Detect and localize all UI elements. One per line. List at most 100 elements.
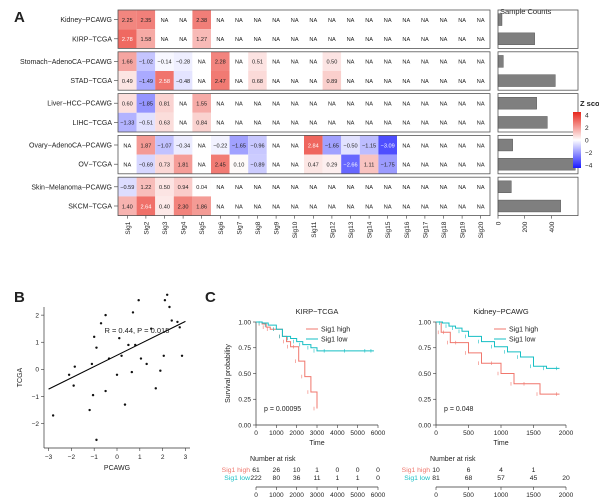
- km-kidney-legend-label: Sig1 low: [509, 337, 536, 344]
- heatmap-cell-value: NA: [216, 18, 224, 24]
- heatmap-col-label: Sig9: [274, 221, 281, 234]
- heatmap-cell-value: 0.73: [159, 163, 170, 169]
- heatmap-cell: [173, 29, 193, 49]
- heatmap-cell: [322, 112, 342, 132]
- heatmap-cell-value: 1.66: [122, 60, 133, 66]
- heatmap-cell-value: NA: [254, 204, 262, 210]
- heatmap-cell: [173, 177, 193, 197]
- km-kidney-risk-value: 68: [465, 475, 473, 482]
- scatter-point: [95, 438, 98, 442]
- heatmap-cell-value: 2.28: [215, 60, 226, 66]
- heatmap-cell: [415, 51, 435, 71]
- heatmap-cell: [434, 112, 453, 132]
- heatmap-cell: [118, 154, 137, 174]
- scatter-point: [130, 370, 134, 374]
- heatmap-col-label: Sig7: [236, 221, 243, 234]
- zscore-legend-tick: −4: [585, 162, 593, 169]
- heatmap-cell: [471, 93, 490, 113]
- counts-tick-label: 0: [496, 221, 503, 225]
- heatmap-cell: [211, 71, 230, 91]
- heatmap-row-label: Ovary−AdenoCA−PCAWG: [29, 143, 112, 150]
- km-kidney-risk-row-label: Sig1 high: [402, 467, 431, 474]
- heatmap-cell-value: 0.40: [159, 204, 170, 210]
- heatmap-cell: [341, 196, 360, 216]
- km-kidney-risk-title: Number at risk: [430, 456, 476, 463]
- heatmap-cell: [229, 71, 249, 91]
- heatmap-group-border: [117, 176, 491, 216]
- heatmap-cell-value: 2.64: [140, 204, 151, 210]
- km-kidney-title: Kidney−PCAWG: [473, 307, 529, 316]
- heatmap-cell: [322, 10, 342, 30]
- heatmap-cell: [434, 177, 453, 197]
- heatmap-cell-value: 1.87: [140, 143, 151, 149]
- scatter-point: [88, 408, 91, 412]
- heatmap-cell: [471, 154, 490, 174]
- heatmap-cell: [248, 93, 267, 113]
- km-kidney-x-tick-label: 1500: [526, 430, 541, 437]
- heatmap-cell-value: NA: [421, 204, 429, 210]
- heatmap-cell: [118, 196, 137, 216]
- heatmap-cell-value: NA: [365, 37, 373, 43]
- heatmap-row-label: KIRP−TCGA: [72, 36, 112, 43]
- heatmap-cell-value: NA: [328, 18, 336, 24]
- heatmap-cell-value: −1.65: [232, 143, 246, 149]
- km-kidney-x-label: Time: [493, 440, 508, 447]
- heatmap-row-label: Skin−Melanoma−PCAWG: [31, 184, 112, 191]
- heatmap-col-label: Sig13: [348, 221, 355, 238]
- heatmap-row-label: Liver−HCC−PCAWG: [47, 101, 112, 108]
- heatmap-cell-value: 2.45: [215, 163, 226, 169]
- heatmap-cell: [359, 93, 379, 113]
- counts-bar: [497, 116, 548, 129]
- heatmap-cell-value: NA: [458, 60, 466, 66]
- heatmap-cell: [192, 29, 211, 49]
- km-kidney-pvalue: p = 0.048: [444, 406, 473, 413]
- heatmap-cell-value: 0.29: [326, 163, 337, 169]
- heatmap-cell: [173, 112, 193, 132]
- heatmap-cell: [359, 135, 379, 155]
- scatter-point: [145, 362, 148, 366]
- km-kidney-risk-tick-label: 1000: [494, 492, 509, 499]
- counts-tick-label: 400: [549, 221, 556, 232]
- scatter-point: [120, 354, 123, 358]
- heatmap-group-border: [117, 134, 491, 175]
- heatmap-cell: [304, 93, 323, 113]
- heatmap-cell: [285, 177, 304, 197]
- km-kidney-y-tick-label: 0.25: [418, 397, 431, 404]
- heatmap-col-label: Sig17: [422, 221, 429, 238]
- heatmap-cell: [173, 93, 193, 113]
- heatmap-cell-value: NA: [384, 18, 392, 24]
- counts-group-border: [497, 9, 579, 49]
- heatmap-cell: [322, 71, 342, 91]
- heatmap-cell: [378, 177, 397, 197]
- heatmap-cell-value: NA: [458, 121, 466, 127]
- heatmap-col-label: Sig5: [199, 221, 206, 234]
- heatmap-cell: [359, 10, 379, 30]
- heatmap-cell: [211, 196, 230, 216]
- heatmap-cell: [452, 135, 472, 155]
- km-kidney-legend-label: Sig1 high: [509, 327, 538, 334]
- heatmap-cell: [359, 112, 379, 132]
- heatmap-cell-value: NA: [402, 60, 410, 66]
- heatmap-cell: [452, 10, 472, 30]
- scatter-point: [99, 322, 103, 325]
- heatmap-cell: [341, 29, 360, 49]
- heatmap-cell: [359, 196, 379, 216]
- km-kirp-x-tick-label: 2000: [289, 430, 304, 437]
- km-kirp-y-label: Survival probability: [225, 344, 232, 403]
- km-kirp-y-tick-label: 0.50: [238, 371, 251, 378]
- heatmap-cell-value: 2.30: [178, 204, 189, 210]
- heatmap-cell: [378, 154, 397, 174]
- heatmap-cell-value: NA: [421, 121, 429, 127]
- scatter-point: [123, 403, 127, 406]
- heatmap-cell-value: NA: [440, 79, 448, 85]
- km-kirp-risk-value: 0: [356, 467, 360, 474]
- heatmap-cell-value: NA: [421, 102, 429, 108]
- heatmap-cell: [248, 135, 267, 155]
- heatmap-cell: [341, 51, 360, 71]
- heatmap-cell: [155, 177, 174, 197]
- heatmap-cell: [434, 154, 453, 174]
- heatmap-cell: [136, 93, 156, 113]
- scatter-x-tick-label: 0: [115, 454, 119, 461]
- heatmap-cell: [341, 177, 360, 197]
- heatmap-col-label: Sig12: [329, 221, 336, 238]
